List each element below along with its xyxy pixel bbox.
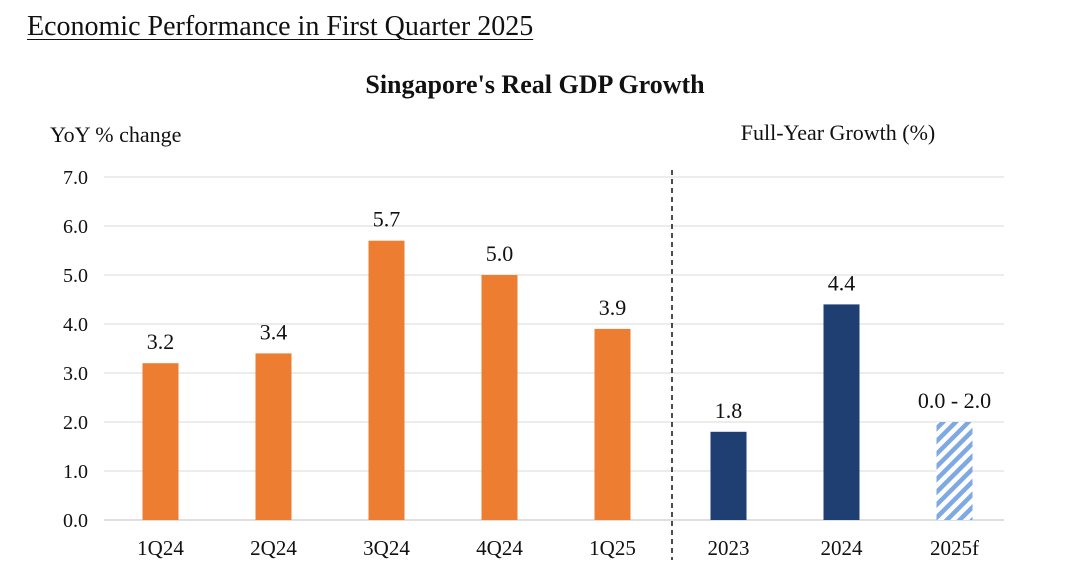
value-label-1Q24: 3.2 <box>147 329 175 354</box>
bars <box>142 240 973 520</box>
y-tick-label: 2.0 <box>63 412 88 434</box>
value-label-3Q24: 5.7 <box>373 207 401 232</box>
value-labels: 3.2 3.4 5.7 5.0 3.9 1.8 4.4 0.0 - 2.0 <box>147 207 991 423</box>
value-label-2024: 4.4 <box>828 270 856 295</box>
bar-2024 <box>823 304 860 520</box>
y-tick-label: 7.0 <box>63 167 88 189</box>
gridlines <box>104 176 1004 521</box>
y-tick-label: 6.0 <box>63 216 88 238</box>
full-year-caption: Full-Year Growth (%) <box>741 120 936 145</box>
chart-title: Singapore's Real GDP Growth <box>365 70 705 99</box>
category-labels: 1Q24 2Q24 3Q24 4Q24 1Q25 2023 2024 2025f <box>137 536 979 560</box>
category-label-2Q24: 2Q24 <box>250 536 297 560</box>
y-tick-label: 0.0 <box>63 510 88 532</box>
y-tick-label: 5.0 <box>63 265 88 287</box>
category-label-1Q25: 1Q25 <box>589 536 636 560</box>
y-axis-ticks: 0.0 1.0 2.0 3.0 4.0 5.0 6.0 7.0 <box>63 167 88 532</box>
bar-1Q25 <box>594 328 631 520</box>
value-label-2025f: 0.0 - 2.0 <box>918 388 991 413</box>
y-axis-label: YoY % change <box>50 122 181 147</box>
bar-2Q24 <box>255 353 292 520</box>
bar-1Q24 <box>142 363 179 520</box>
category-label-2025f: 2025f <box>930 536 979 560</box>
value-label-2023: 1.8 <box>715 398 743 423</box>
category-label-4Q24: 4Q24 <box>476 536 523 560</box>
y-tick-label: 3.0 <box>63 363 88 385</box>
value-label-1Q25: 3.9 <box>599 295 627 320</box>
page-heading: Economic Performance in First Quarter 20… <box>27 11 534 42</box>
bar-2023 <box>710 431 747 520</box>
category-label-2023: 2023 <box>708 536 750 560</box>
category-label-1Q24: 1Q24 <box>137 536 184 560</box>
value-label-2Q24: 3.4 <box>260 319 288 344</box>
category-label-2024: 2024 <box>821 536 864 560</box>
category-label-3Q24: 3Q24 <box>363 536 410 560</box>
bar-4Q24 <box>481 275 518 520</box>
y-tick-label: 4.0 <box>63 314 88 336</box>
value-label-4Q24: 5.0 <box>486 241 514 266</box>
y-tick-label: 1.0 <box>63 461 88 483</box>
forecast-bar-2025f <box>936 422 973 520</box>
bar-3Q24 <box>368 240 405 520</box>
